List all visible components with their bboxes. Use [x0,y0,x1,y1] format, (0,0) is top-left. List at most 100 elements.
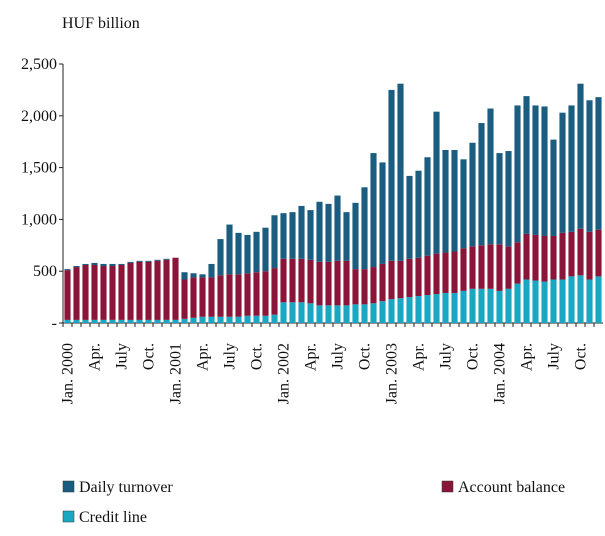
bar-segment [343,212,350,261]
bar-segment [334,260,341,306]
bar-segment [172,319,179,323]
bar-segment [460,248,467,291]
bar-segment [541,235,548,282]
bar-segment [586,100,593,232]
bar-segment [199,274,206,278]
bar-segment [118,319,125,323]
bar-segment [595,97,602,230]
bar-segment [298,205,305,259]
bar-segment [181,318,188,323]
bar-segment [487,108,494,245]
x-tick-label: Apr. [87,343,104,371]
bar-segment [190,273,197,278]
bar-segment [361,187,368,270]
bar-segment [208,263,215,278]
y-tick-label: 2,000 [21,108,57,125]
bar-segment [550,139,557,236]
x-tick-label: Jan. 2002 [276,343,293,404]
bar-segment [244,234,251,274]
bar-segment [307,259,314,304]
bar-segment [127,261,134,263]
bar-segment [514,242,521,284]
bar-segment [541,106,548,236]
bar-segment [550,235,557,280]
bar-segment [154,260,161,320]
bar-segment [568,231,575,277]
x-tick-label: Oct. [249,343,266,370]
x-tick-label: Apr. [411,343,428,371]
bar-segment [541,281,548,323]
bar-segment [424,255,431,296]
y-tick-label: 2,500 [21,56,57,73]
bar-segment [280,213,287,259]
bar-segment [460,159,467,249]
bar-segment [451,292,458,323]
legend-swatch [62,510,75,523]
legend-label: Daily turnover [79,479,173,496]
x-tick-label: Oct. [357,343,374,370]
bar-segment [379,263,386,302]
bar-segment [235,232,242,275]
bar-segment [388,89,395,261]
bar-segment [406,175,413,259]
bar-segment [199,277,206,317]
bar-segment [352,304,359,323]
bar-segment [136,261,143,320]
bar-segment [271,268,278,315]
bar-segment [271,314,278,323]
bar-segment [73,319,80,323]
bar-segment [136,260,143,262]
bar-segment [334,305,341,323]
bar-segment [325,203,332,262]
bar-segment [82,263,89,265]
bar-segment [523,233,530,280]
bar-segment [505,151,512,247]
bar-segment [442,252,449,293]
bar-segment [100,319,107,323]
bar-segment [586,279,593,323]
bar-segment [181,279,188,319]
bar-segment [469,246,476,289]
bar-segment [532,234,539,281]
bar-segment [550,279,557,323]
bar-segment [595,229,602,277]
bar-segment [397,83,404,261]
bar-segment [451,149,458,252]
x-tick-label: Apr. [303,343,320,371]
bar-segment [64,269,71,271]
bar-segment [316,305,323,323]
bar-segment [496,290,503,323]
x-tick-label: Jan. 2001 [168,343,185,404]
bar-segment [433,111,440,254]
bar-segment [388,260,395,300]
bar-segment [523,279,530,323]
bar-segment [433,253,440,294]
bar-segment [415,257,422,297]
y-tick-label: 1,500 [21,160,57,177]
bar-segment [217,239,224,276]
bar-segment [91,264,98,320]
y-tick-label: - [52,315,57,332]
bar-segment [154,259,161,261]
bar-segment [262,271,269,316]
bar-segment [316,261,323,306]
bar-segment [253,272,260,316]
bar-segment [397,260,404,299]
bar-segment [523,96,530,234]
bar-segment [559,232,566,280]
bar-segment [244,273,251,316]
bar-segment [361,304,368,323]
bar-segment [208,277,215,317]
bar-segment [190,277,197,318]
legend-label: Account balance [458,479,565,496]
bar-segment [424,157,431,256]
x-tick-label: Jan. 2004 [492,343,509,404]
x-tick-label: July [546,343,563,370]
bar-segment [172,257,179,320]
bar-segment [145,260,152,262]
x-tick-label: Apr. [519,343,536,371]
bar-segment [586,231,593,280]
x-tick-label: July [330,343,347,370]
bar-segment [253,231,260,273]
x-tick-label: Apr. [195,343,212,371]
